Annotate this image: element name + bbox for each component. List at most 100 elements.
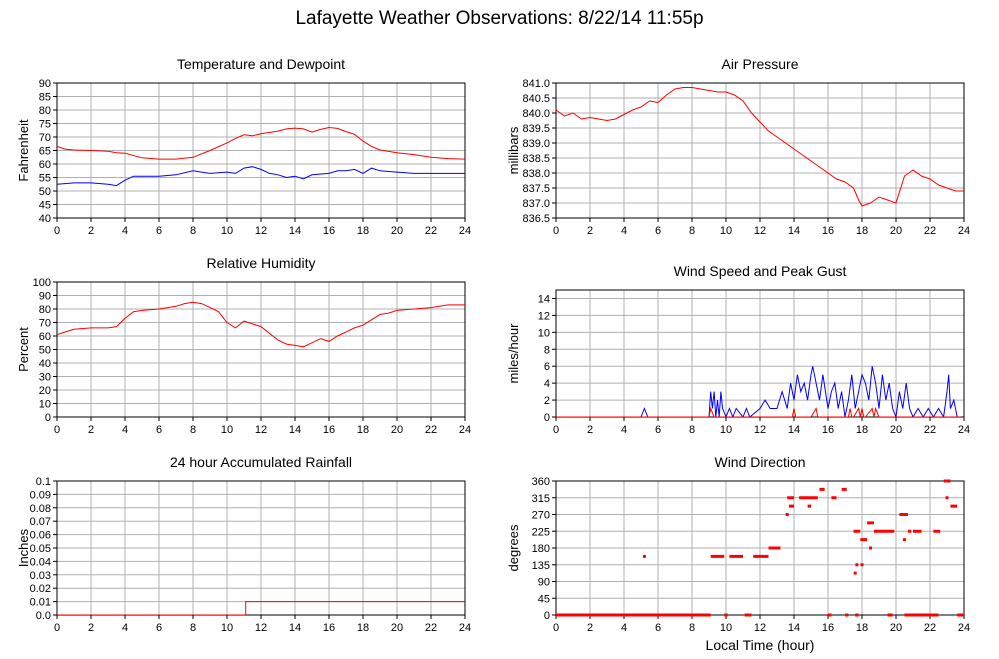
y-tick-label: 4 xyxy=(544,378,550,390)
x-tick-label: 18 xyxy=(357,622,369,634)
chart-title: Air Pressure xyxy=(721,56,798,72)
x-tick-label: 6 xyxy=(156,622,162,634)
x-tick-label: 0 xyxy=(553,622,559,634)
y-tick-label: 0.03 xyxy=(30,570,51,582)
x-tick-label: 4 xyxy=(621,622,627,634)
x-tick-label: 24 xyxy=(958,225,970,237)
x-tick-label: 16 xyxy=(822,424,834,436)
x-tick-label: 20 xyxy=(391,225,403,237)
x-tick-label: 8 xyxy=(190,424,196,436)
y-tick-label: 0.02 xyxy=(30,583,51,595)
x-tick-label: 12 xyxy=(255,622,267,634)
x-tick-label: 0 xyxy=(54,424,60,436)
x-tick-label: 16 xyxy=(323,424,335,436)
y-tick-label: 90 xyxy=(39,291,51,303)
x-tick-label: 10 xyxy=(720,622,732,634)
x-tick-label: 10 xyxy=(221,225,233,237)
direction-point xyxy=(869,546,872,550)
chart-title: Wind Speed and Peak Gust xyxy=(674,263,847,279)
x-tick-label: 12 xyxy=(255,424,267,436)
y-tick-label: 0 xyxy=(544,412,550,424)
x-tick-label: 0 xyxy=(553,424,559,436)
y-tick-label: 0.0 xyxy=(36,610,51,622)
plot-frame xyxy=(56,82,466,219)
x-tick-label: 10 xyxy=(720,424,732,436)
x-tick-label: 20 xyxy=(391,622,403,634)
y-tick-label: 90 xyxy=(39,78,51,90)
x-tick-label: 2 xyxy=(88,225,94,237)
x-tick-label: 14 xyxy=(788,225,800,237)
series-line-2 xyxy=(556,406,961,417)
x-tick-label: 14 xyxy=(289,424,301,436)
y-tick-label: 135 xyxy=(532,560,550,572)
x-tick-label: 0 xyxy=(54,622,60,634)
x-tick-label: 6 xyxy=(156,225,162,237)
y-axis-label: Fahrenheit xyxy=(16,119,31,182)
y-tick-label: 45 xyxy=(39,200,51,212)
x-tick-label: 12 xyxy=(754,424,766,436)
direction-point xyxy=(945,496,949,500)
x-tick-label: 18 xyxy=(856,424,868,436)
y-tick-label: 0.09 xyxy=(30,489,51,501)
x-tick-label: 16 xyxy=(822,622,834,634)
plot-frame xyxy=(555,82,965,219)
y-tick-label: 90 xyxy=(538,577,550,589)
chart-title: Wind Direction xyxy=(714,454,805,470)
x-tick-label: 4 xyxy=(122,225,128,237)
series-line-2 xyxy=(57,166,465,187)
x-tick-label: 0 xyxy=(553,225,559,237)
x-tick-label: 2 xyxy=(587,622,593,634)
y-tick-label: 0.07 xyxy=(30,516,51,528)
y-tick-label: 0.06 xyxy=(30,530,51,542)
x-tick-label: 10 xyxy=(221,424,233,436)
y-tick-label: 180 xyxy=(532,543,550,555)
direction-point xyxy=(855,563,859,567)
x-tick-label: 8 xyxy=(190,622,196,634)
x-tick-label: 14 xyxy=(289,622,301,634)
chart-title: Temperature and Dewpoint xyxy=(177,56,345,72)
x-tick-label: 12 xyxy=(255,225,267,237)
x-tick-label: 22 xyxy=(924,622,936,634)
y-tick-label: 60 xyxy=(39,331,51,343)
x-tick-label: 10 xyxy=(720,225,732,237)
y-tick-label: 0.04 xyxy=(30,556,51,568)
y-tick-label: 100 xyxy=(33,277,51,289)
x-tick-label: 4 xyxy=(122,622,128,634)
y-tick-label: 60 xyxy=(39,159,51,171)
x-tick-label: 2 xyxy=(587,225,593,237)
x-tick-label: 14 xyxy=(788,622,800,634)
x-tick-label: 2 xyxy=(587,424,593,436)
y-tick-label: 837.0 xyxy=(522,198,550,210)
y-tick-label: 225 xyxy=(532,526,550,538)
plot-frame xyxy=(555,480,965,616)
x-tick-label: 24 xyxy=(958,424,970,436)
chart-title: 24 hour Accumulated Rainfall xyxy=(170,454,352,470)
x-tick-label: 16 xyxy=(323,622,335,634)
y-tick-label: 270 xyxy=(532,510,550,522)
x-tick-label: 16 xyxy=(822,225,834,237)
y-tick-label: 2 xyxy=(544,395,550,407)
series-line-1 xyxy=(556,366,961,417)
y-tick-label: 836.5 xyxy=(522,213,550,225)
y-tick-label: 0 xyxy=(45,412,51,424)
x-tick-label: 18 xyxy=(856,225,868,237)
x-tick-label: 22 xyxy=(924,424,936,436)
x-tick-label: 24 xyxy=(459,424,471,436)
x-tick-label: 14 xyxy=(788,424,800,436)
y-tick-label: 45 xyxy=(538,593,550,605)
x-tick-label: 20 xyxy=(890,622,902,634)
y-tick-label: 840.5 xyxy=(522,93,550,105)
y-tick-label: 50 xyxy=(39,345,51,357)
chart-title: Relative Humidity xyxy=(207,255,316,271)
x-tick-label: 4 xyxy=(621,225,627,237)
x-tick-label: 6 xyxy=(655,424,661,436)
x-axis-label: Local Time (hour) xyxy=(706,637,815,653)
y-tick-label: 6 xyxy=(544,361,550,373)
y-tick-label: 80 xyxy=(39,304,51,316)
x-tick-label: 0 xyxy=(54,225,60,237)
x-tick-label: 6 xyxy=(655,622,661,634)
